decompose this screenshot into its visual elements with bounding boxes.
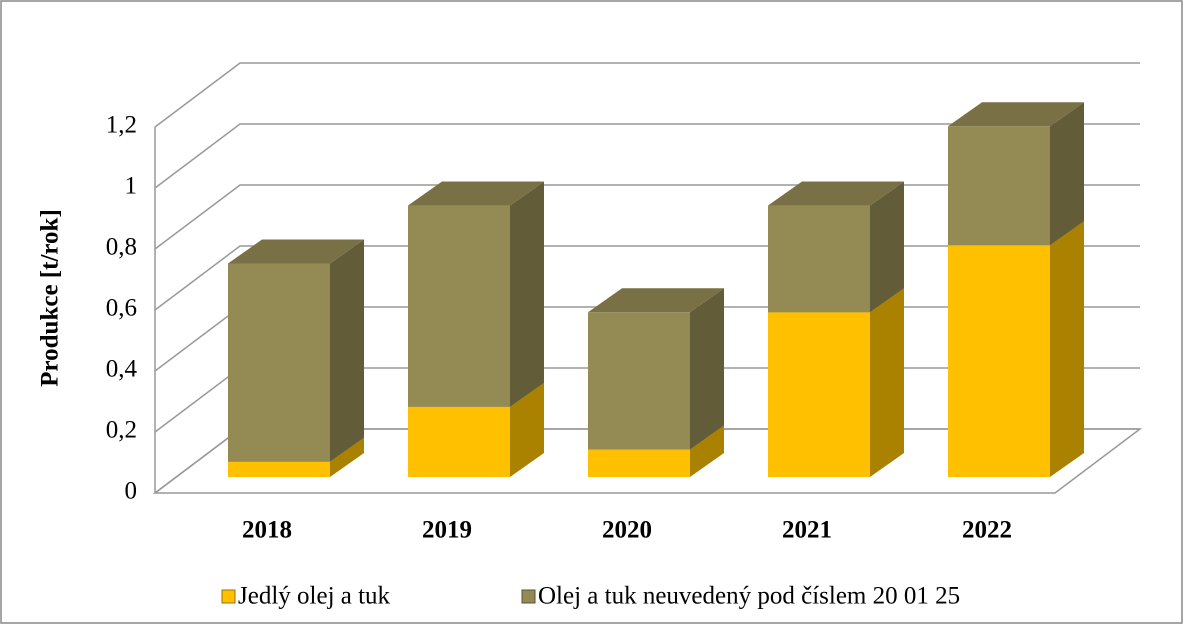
legend-marker — [221, 589, 236, 604]
grid-line — [154, 123, 1140, 189]
bar-top — [768, 181, 904, 206]
bar-top — [228, 239, 364, 264]
legend-label: Jedlý olej a tuk — [238, 583, 391, 610]
bar-side — [870, 288, 904, 477]
bar-side — [510, 181, 544, 407]
y-tick-label: 0,4 — [106, 356, 138, 383]
bar — [588, 312, 690, 450]
x-tick-label: 2022 — [962, 517, 1012, 544]
y-tick-label: 0 — [125, 478, 138, 505]
bar — [948, 245, 1050, 477]
bar-top — [408, 181, 544, 206]
bar — [768, 205, 870, 313]
x-tick-label: 2021 — [782, 517, 832, 544]
bar — [588, 449, 690, 477]
bar — [408, 205, 510, 407]
bar-side — [690, 288, 724, 450]
y-axis-label: Produkce [t/rok] — [37, 209, 64, 387]
bar-side — [690, 425, 724, 477]
y-tick-label: 0,8 — [106, 234, 137, 261]
y-tick-label: 1 — [125, 173, 138, 200]
bar — [408, 406, 510, 477]
bar — [228, 263, 330, 462]
bar — [768, 312, 870, 477]
bar-side — [330, 239, 364, 462]
bar-top — [948, 102, 1084, 127]
bar-top — [588, 288, 724, 313]
legend-marker — [521, 589, 536, 604]
bar-side — [330, 437, 364, 477]
x-tick-label: 2019 — [422, 517, 472, 544]
y-tick-label: 0,6 — [106, 295, 137, 322]
x-tick-label: 2018 — [242, 517, 292, 544]
bar-side — [1050, 102, 1084, 246]
x-tick-label: 2020 — [602, 517, 652, 544]
grid-line — [154, 62, 1140, 128]
bar-side — [510, 382, 544, 477]
y-tick-label: 0,2 — [106, 417, 137, 444]
bar — [228, 461, 330, 477]
bar — [948, 126, 1050, 246]
y-tick-label: 1,2 — [106, 112, 137, 139]
bar-side — [870, 181, 904, 313]
legend-label: Olej a tuk neuvedený pod číslem 20 01 25 — [538, 583, 960, 610]
bar-side — [1050, 221, 1084, 477]
